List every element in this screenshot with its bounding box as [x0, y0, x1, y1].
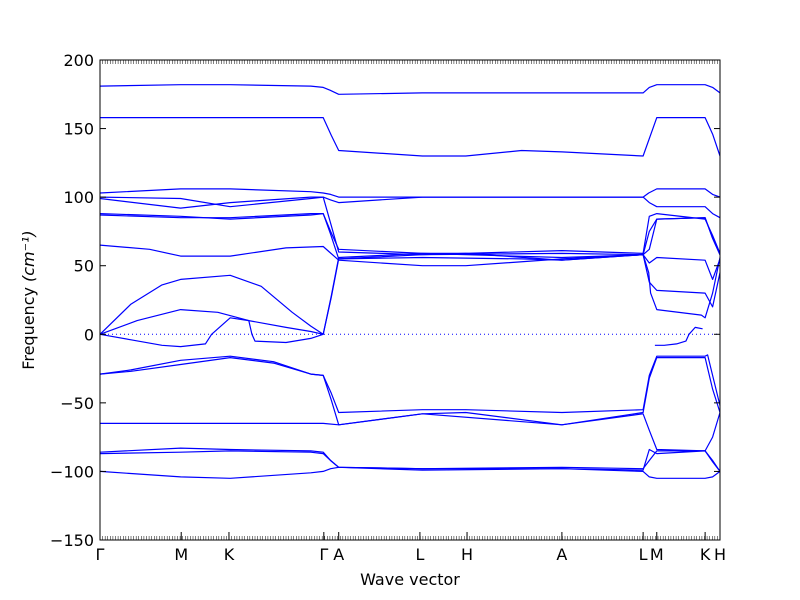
- x-tick-label: K: [224, 545, 235, 564]
- band-line-4: [99, 196, 721, 219]
- x-tick-label: A: [333, 545, 344, 564]
- x-tick-label: Γ: [319, 545, 328, 564]
- y-tick-label: 150: [63, 120, 94, 139]
- y-axis-label-unit: (cm⁻¹): [19, 230, 38, 282]
- band-line-13: [99, 354, 721, 414]
- y-axis-label: Frequency (cm⁻¹): [19, 230, 38, 369]
- y-tick-labels: −150 −100 −50 0 50 100 150 200: [50, 51, 94, 550]
- y-axis-label-text: Frequency: [19, 287, 38, 370]
- band-line-17: [99, 448, 721, 472]
- ticks-layer: [99, 59, 721, 541]
- x-tick-label: M: [650, 545, 664, 564]
- x-axis-label: Wave vector: [360, 570, 460, 589]
- plot-area: [99, 59, 721, 541]
- x-tick-label: K: [700, 545, 711, 564]
- x-tick-label: M: [174, 545, 188, 564]
- x-tick-label: L: [639, 545, 648, 564]
- band-line-11: [99, 317, 324, 348]
- band-line-10: [99, 252, 721, 335]
- band-line-12: [654, 326, 703, 346]
- band-line-2: [100, 117, 721, 157]
- y-tick-label: 50: [74, 257, 94, 276]
- y-tick-label: 200: [63, 51, 94, 70]
- x-tick-label: A: [556, 545, 567, 564]
- y-tick-label: −100: [50, 462, 94, 481]
- series-layer: [99, 84, 721, 479]
- x-tick-label: H: [461, 545, 473, 564]
- y-tick-label: 0: [84, 325, 94, 344]
- band-line-5: [99, 213, 721, 254]
- y-tick-label: −150: [50, 531, 94, 550]
- band-line-1: [99, 84, 721, 95]
- x-tick-label: L: [415, 545, 424, 564]
- y-tick-label: 100: [63, 188, 94, 207]
- y-tick-label: −50: [60, 394, 94, 413]
- band-line-8: [99, 244, 721, 280]
- plot-frame: [99, 59, 721, 541]
- x-tick-label: Γ: [96, 545, 105, 564]
- x-tick-label: H: [714, 545, 726, 564]
- band-line-18: [99, 466, 721, 479]
